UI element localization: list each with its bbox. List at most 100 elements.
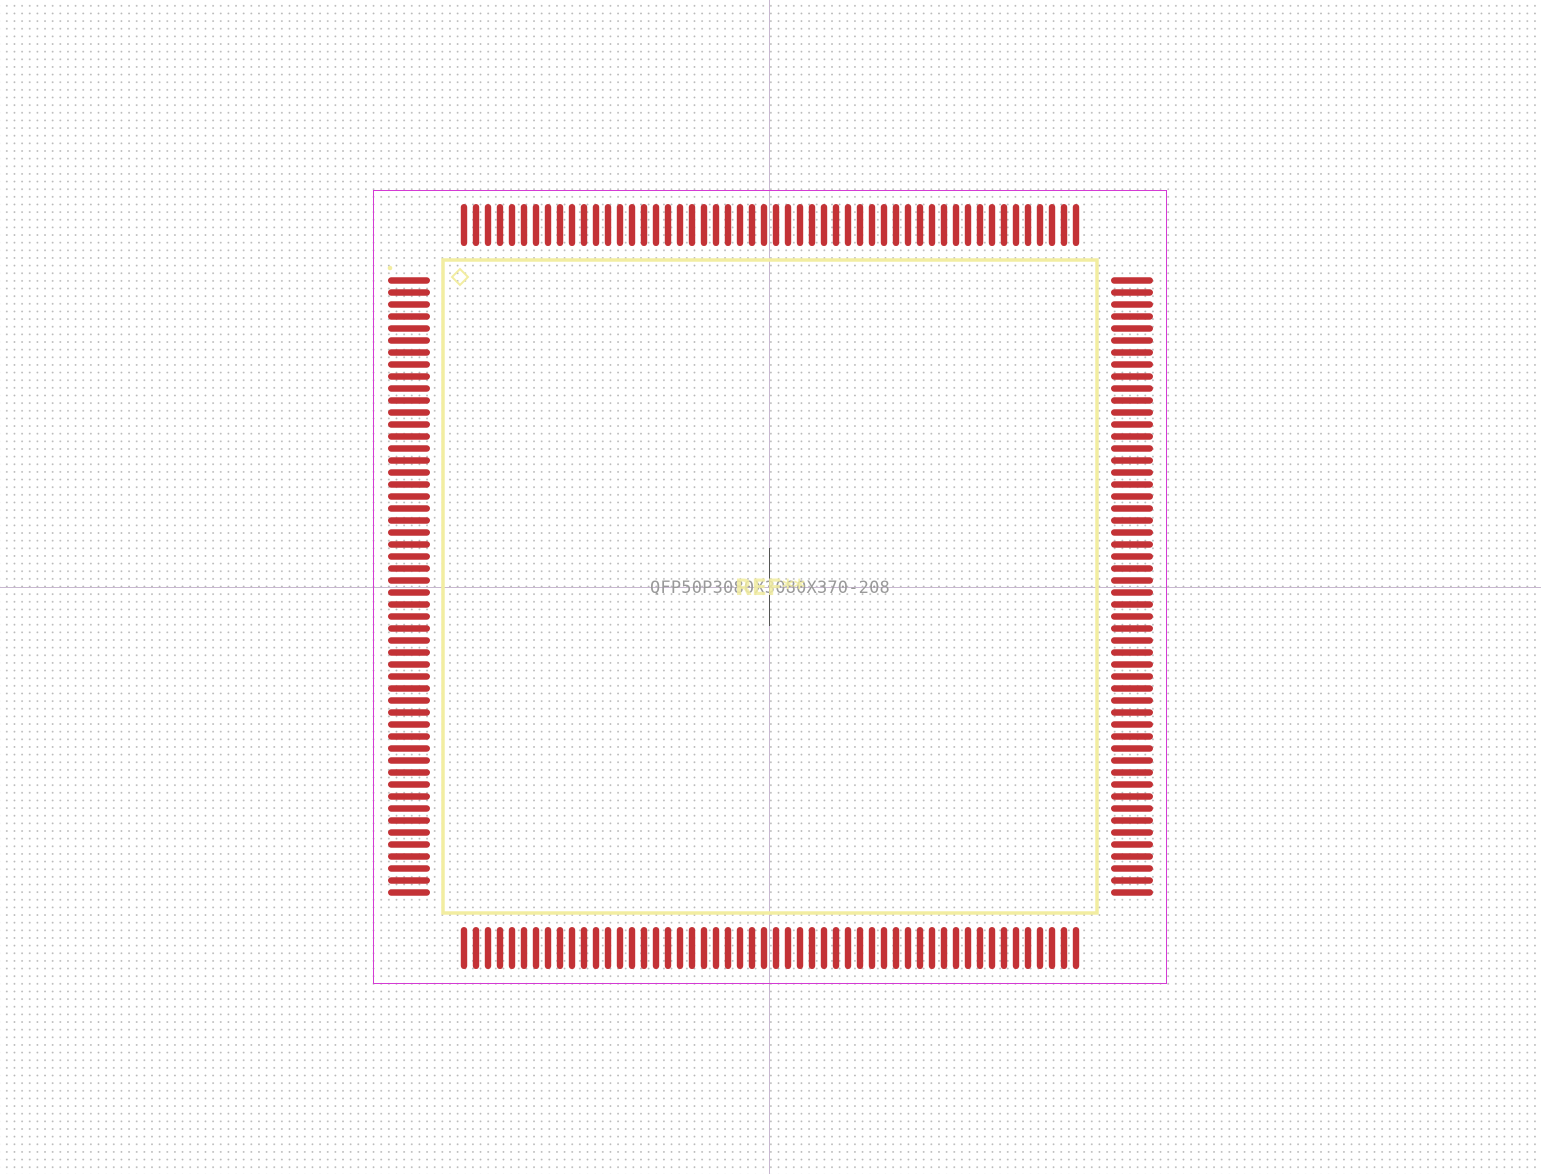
pad-193[interactable] (640, 204, 648, 246)
pad-87[interactable] (868, 927, 876, 969)
pad-131[interactable] (1111, 577, 1153, 584)
pad-31[interactable] (388, 637, 430, 644)
pad-170[interactable] (916, 204, 924, 246)
pad-92[interactable] (928, 927, 936, 969)
pad-20[interactable] (388, 505, 430, 512)
pad-176[interactable] (844, 204, 852, 246)
pad-134[interactable] (1111, 541, 1153, 548)
pad-144[interactable] (1111, 421, 1153, 428)
pad-84[interactable] (832, 927, 840, 969)
pad-97[interactable] (988, 927, 996, 969)
pad-117[interactable] (1111, 745, 1153, 752)
pad-141[interactable] (1111, 457, 1153, 464)
pad-73[interactable] (700, 927, 708, 969)
pad-57[interactable] (508, 927, 516, 969)
pad-49[interactable] (388, 853, 430, 860)
pad-207[interactable] (472, 204, 480, 246)
pad-196[interactable] (604, 204, 612, 246)
pad-85[interactable] (844, 927, 852, 969)
pad-197[interactable] (592, 204, 600, 246)
pad-118[interactable] (1111, 733, 1153, 740)
pad-185[interactable] (736, 204, 744, 246)
pad-29[interactable] (388, 613, 430, 620)
reference-designator-label[interactable]: REF** (735, 576, 806, 601)
pad-28[interactable] (388, 601, 430, 608)
pad-122[interactable] (1111, 685, 1153, 692)
pad-138[interactable] (1111, 493, 1153, 500)
pad-67[interactable] (628, 927, 636, 969)
pad-181[interactable] (784, 204, 792, 246)
pad-137[interactable] (1111, 505, 1153, 512)
pad-177[interactable] (832, 204, 840, 246)
pad-66[interactable] (616, 927, 624, 969)
pad-58[interactable] (520, 927, 528, 969)
pad-180[interactable] (796, 204, 804, 246)
pad-166[interactable] (964, 204, 972, 246)
pad-16[interactable] (388, 457, 430, 464)
pad-130[interactable] (1111, 589, 1153, 596)
pad-164[interactable] (988, 204, 996, 246)
pad-24[interactable] (388, 553, 430, 560)
pad-194[interactable] (628, 204, 636, 246)
pad-206[interactable] (484, 204, 492, 246)
pad-23[interactable] (388, 541, 430, 548)
pad-98[interactable] (1000, 927, 1008, 969)
pad-143[interactable] (1111, 433, 1153, 440)
pad-142[interactable] (1111, 445, 1153, 452)
pad-60[interactable] (544, 927, 552, 969)
pad-27[interactable] (388, 589, 430, 596)
pad-163[interactable] (1000, 204, 1008, 246)
pad-128[interactable] (1111, 613, 1153, 620)
pad-114[interactable] (1111, 781, 1153, 788)
pad-75[interactable] (724, 927, 732, 969)
pad-62[interactable] (568, 927, 576, 969)
pad-198[interactable] (580, 204, 588, 246)
pad-8[interactable] (388, 361, 430, 368)
pad-202[interactable] (532, 204, 540, 246)
pad-126[interactable] (1111, 637, 1153, 644)
pad-161[interactable] (1024, 204, 1032, 246)
pad-5[interactable] (388, 325, 430, 332)
pad-63[interactable] (580, 927, 588, 969)
pad-78[interactable] (760, 927, 768, 969)
pad-72[interactable] (688, 927, 696, 969)
pad-153[interactable] (1111, 313, 1153, 320)
pad-191[interactable] (664, 204, 672, 246)
pad-102[interactable] (1048, 927, 1056, 969)
pad-88[interactable] (880, 927, 888, 969)
pad-145[interactable] (1111, 409, 1153, 416)
pad-115[interactable] (1111, 769, 1153, 776)
pad-168[interactable] (940, 204, 948, 246)
pad-124[interactable] (1111, 661, 1153, 668)
pad-111[interactable] (1111, 817, 1153, 824)
pad-71[interactable] (676, 927, 684, 969)
pad-152[interactable] (1111, 325, 1153, 332)
pad-96[interactable] (976, 927, 984, 969)
pad-74[interactable] (712, 927, 720, 969)
pad-35[interactable] (388, 685, 430, 692)
pad-150[interactable] (1111, 349, 1153, 356)
pad-123[interactable] (1111, 673, 1153, 680)
pad-37[interactable] (388, 709, 430, 716)
pad-3[interactable] (388, 301, 430, 308)
pad-79[interactable] (772, 927, 780, 969)
pad-103[interactable] (1060, 927, 1068, 969)
pad-13[interactable] (388, 421, 430, 428)
pad-204[interactable] (508, 204, 516, 246)
pad-159[interactable] (1048, 204, 1056, 246)
pad-178[interactable] (820, 204, 828, 246)
pad-18[interactable] (388, 481, 430, 488)
pad-51[interactable] (388, 877, 430, 884)
pad-149[interactable] (1111, 361, 1153, 368)
pad-99[interactable] (1012, 927, 1020, 969)
pad-201[interactable] (544, 204, 552, 246)
pad-208[interactable] (460, 204, 468, 246)
pad-105[interactable] (1111, 889, 1153, 896)
pad-187[interactable] (712, 204, 720, 246)
pad-15[interactable] (388, 445, 430, 452)
pad-203[interactable] (520, 204, 528, 246)
pad-116[interactable] (1111, 757, 1153, 764)
pad-53[interactable] (460, 927, 468, 969)
pad-22[interactable] (388, 529, 430, 536)
pad-195[interactable] (616, 204, 624, 246)
